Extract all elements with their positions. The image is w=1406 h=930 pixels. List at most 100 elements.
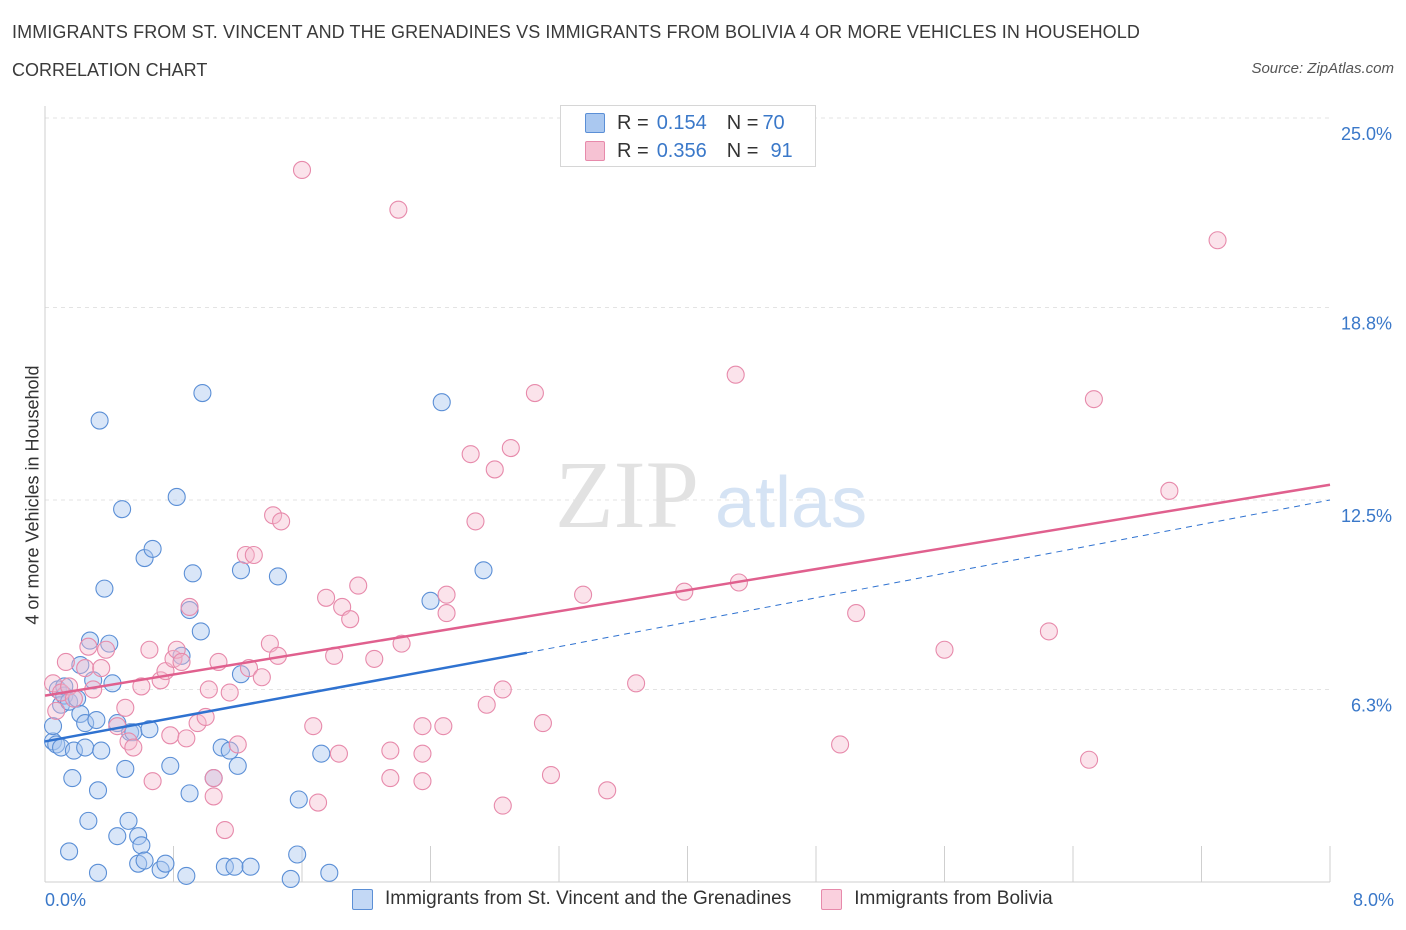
point-st-vincent xyxy=(180,784,199,803)
point-bolivia xyxy=(726,365,745,384)
x-tick-marks xyxy=(44,846,1331,882)
point-st-vincent xyxy=(80,631,100,650)
point-bolivia xyxy=(47,701,66,720)
point-bolivia xyxy=(292,160,312,180)
point-st-vincent xyxy=(183,564,202,583)
point-bolivia xyxy=(76,659,95,678)
point-bolivia xyxy=(143,772,162,791)
point-st-vincent xyxy=(281,869,300,888)
series-bolivia xyxy=(43,160,1227,840)
point-bolivia xyxy=(461,445,480,464)
legend-label-st-vincent: Immigrants from St. Vincent and the Gren… xyxy=(385,888,792,909)
trend-line-bolivia xyxy=(44,483,1331,697)
point-bolivia xyxy=(1208,231,1227,250)
y-tick-label: 12.5% xyxy=(1341,506,1392,526)
point-bolivia xyxy=(413,717,432,736)
point-bolivia xyxy=(477,695,496,714)
point-bolivia xyxy=(485,460,504,479)
y-tick-label: 18.8% xyxy=(1341,313,1392,333)
series-legend: Immigrants from St. Vincent and the Gren… xyxy=(352,888,1083,910)
point-bolivia xyxy=(627,674,646,693)
point-st-vincent xyxy=(320,863,339,882)
point-bolivia xyxy=(541,765,561,785)
point-bolivia xyxy=(215,820,234,840)
point-bolivia xyxy=(437,604,456,623)
y-tick-label: 6.3% xyxy=(1351,695,1392,715)
legend-item-bolivia[interactable]: Immigrants from Bolivia xyxy=(821,888,1053,910)
point-st-vincent xyxy=(156,854,175,873)
point-bolivia xyxy=(381,769,400,788)
point-bolivia xyxy=(92,659,111,678)
source-label: Source: ZipAtlas.com xyxy=(1251,60,1394,77)
point-bolivia xyxy=(140,640,159,659)
point-bolivia xyxy=(116,698,135,717)
point-bolivia xyxy=(341,610,360,629)
point-st-vincent xyxy=(71,655,90,675)
point-bolivia xyxy=(172,652,191,672)
point-bolivia xyxy=(413,772,432,791)
point-st-vincent xyxy=(143,539,162,558)
point-bolivia xyxy=(1039,622,1058,641)
point-st-vincent xyxy=(113,500,132,519)
point-bolivia xyxy=(177,729,196,748)
point-bolivia xyxy=(272,512,291,531)
point-st-vincent xyxy=(288,845,307,864)
legend-item-st-vincent[interactable]: Immigrants from St. Vincent and the Gren… xyxy=(352,888,791,910)
x-tick-label-min: 0.0% xyxy=(45,890,87,910)
n-label: N = xyxy=(726,139,759,162)
point-st-vincent xyxy=(88,863,108,882)
point-bolivia xyxy=(1160,481,1179,500)
point-st-vincent xyxy=(193,383,212,403)
point-bolivia xyxy=(413,744,432,763)
point-bolivia xyxy=(847,604,866,623)
point-bolivia xyxy=(525,383,544,403)
correlation-legend: R = 0.154 N = 70 R = 0.356 N = 91 xyxy=(560,105,816,167)
blue-swatch-icon xyxy=(352,888,373,910)
point-st-vincent xyxy=(87,710,106,730)
point-bolivia xyxy=(244,545,263,565)
point-st-vincent xyxy=(63,769,82,788)
point-bolivia xyxy=(935,640,954,659)
point-st-vincent xyxy=(167,487,186,506)
point-bolivia xyxy=(204,787,223,806)
point-st-vincent xyxy=(92,741,111,760)
point-bolivia xyxy=(180,597,199,617)
point-bolivia xyxy=(124,738,143,757)
point-st-vincent xyxy=(191,622,210,641)
trend-extension-st-vincent xyxy=(526,499,1331,654)
n-value: 91 xyxy=(770,139,793,162)
point-bolivia xyxy=(349,576,368,595)
r-label: R = xyxy=(617,111,649,134)
point-bolivia xyxy=(252,668,271,687)
trend-line-st-vincent xyxy=(44,651,528,743)
watermark-zip: ZIP xyxy=(555,441,699,548)
legend-row-st-vincent: R = 0.154 N = 70 xyxy=(585,110,785,136)
point-st-vincent xyxy=(43,717,63,736)
point-st-vincent xyxy=(289,790,308,809)
point-st-vincent xyxy=(90,411,109,430)
legend-label-bolivia: Immigrants from Bolivia xyxy=(854,888,1053,909)
r-label: R = xyxy=(617,139,649,162)
point-bolivia xyxy=(304,717,323,736)
point-bolivia xyxy=(1084,390,1103,409)
point-bolivia xyxy=(493,680,512,699)
n-value: 70 xyxy=(762,111,785,134)
y-axis-label: 4 or more Vehicles in Household xyxy=(22,365,43,625)
point-bolivia xyxy=(161,726,180,745)
point-bolivia xyxy=(228,735,247,754)
x-tick-label-max: 8.0% xyxy=(1352,890,1394,910)
point-st-vincent xyxy=(76,738,95,757)
point-st-vincent xyxy=(228,756,247,775)
point-st-vincent xyxy=(241,857,260,876)
point-bolivia xyxy=(392,634,411,653)
point-bolivia xyxy=(501,438,520,458)
point-st-vincent xyxy=(151,860,170,879)
watermark-atlas: atlas xyxy=(715,463,867,543)
point-bolivia xyxy=(96,640,116,659)
r-value: 0.356 xyxy=(656,139,707,162)
point-st-vincent xyxy=(119,811,138,830)
point-bolivia xyxy=(437,585,456,604)
y-tick-label: 25.0% xyxy=(1341,124,1392,144)
point-bolivia xyxy=(574,585,593,604)
